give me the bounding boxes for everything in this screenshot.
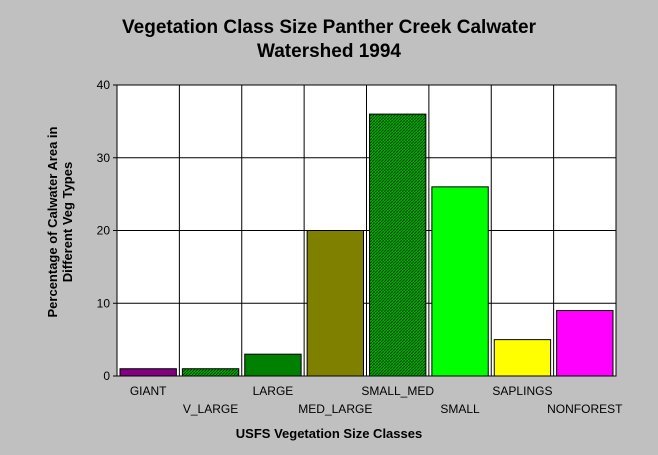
chart-title-line-1: Vegetation Class Size Panther Creek Calw… bbox=[122, 17, 536, 38]
x-tick-label: MED_LARGE bbox=[298, 402, 372, 416]
plot-frame bbox=[116, 84, 617, 377]
bar bbox=[493, 339, 552, 377]
x-tick-label: GIANT bbox=[130, 384, 167, 398]
y-tick-label: 0 bbox=[103, 369, 110, 383]
y-tick-label: 20 bbox=[97, 224, 111, 238]
x-tick-label: NONFOREST bbox=[547, 402, 623, 416]
bar bbox=[306, 230, 364, 377]
x-tick-label: LARGE bbox=[253, 384, 294, 398]
y-tick-label: 10 bbox=[97, 296, 111, 310]
bar bbox=[181, 368, 240, 377]
bar bbox=[369, 113, 427, 377]
bar bbox=[119, 368, 177, 377]
bar bbox=[431, 186, 489, 377]
x-tick-label: SMALL bbox=[440, 402, 480, 416]
bar bbox=[244, 353, 302, 377]
chart-title-line-2: Watershed 1994 bbox=[257, 41, 401, 62]
x-axis-label: USFS Vegetation Size Classes bbox=[235, 426, 423, 441]
x-tick-label: SMALL_MED bbox=[361, 384, 434, 398]
y-axis-label: Percentage of Calwater Area in Different… bbox=[45, 126, 75, 318]
bar bbox=[556, 310, 614, 377]
x-tick-label: V_LARGE bbox=[183, 402, 238, 416]
x-tick-label: SAPLINGS bbox=[492, 384, 552, 398]
y-tick-label: 30 bbox=[97, 151, 111, 165]
y-tick-label: 40 bbox=[97, 78, 111, 92]
